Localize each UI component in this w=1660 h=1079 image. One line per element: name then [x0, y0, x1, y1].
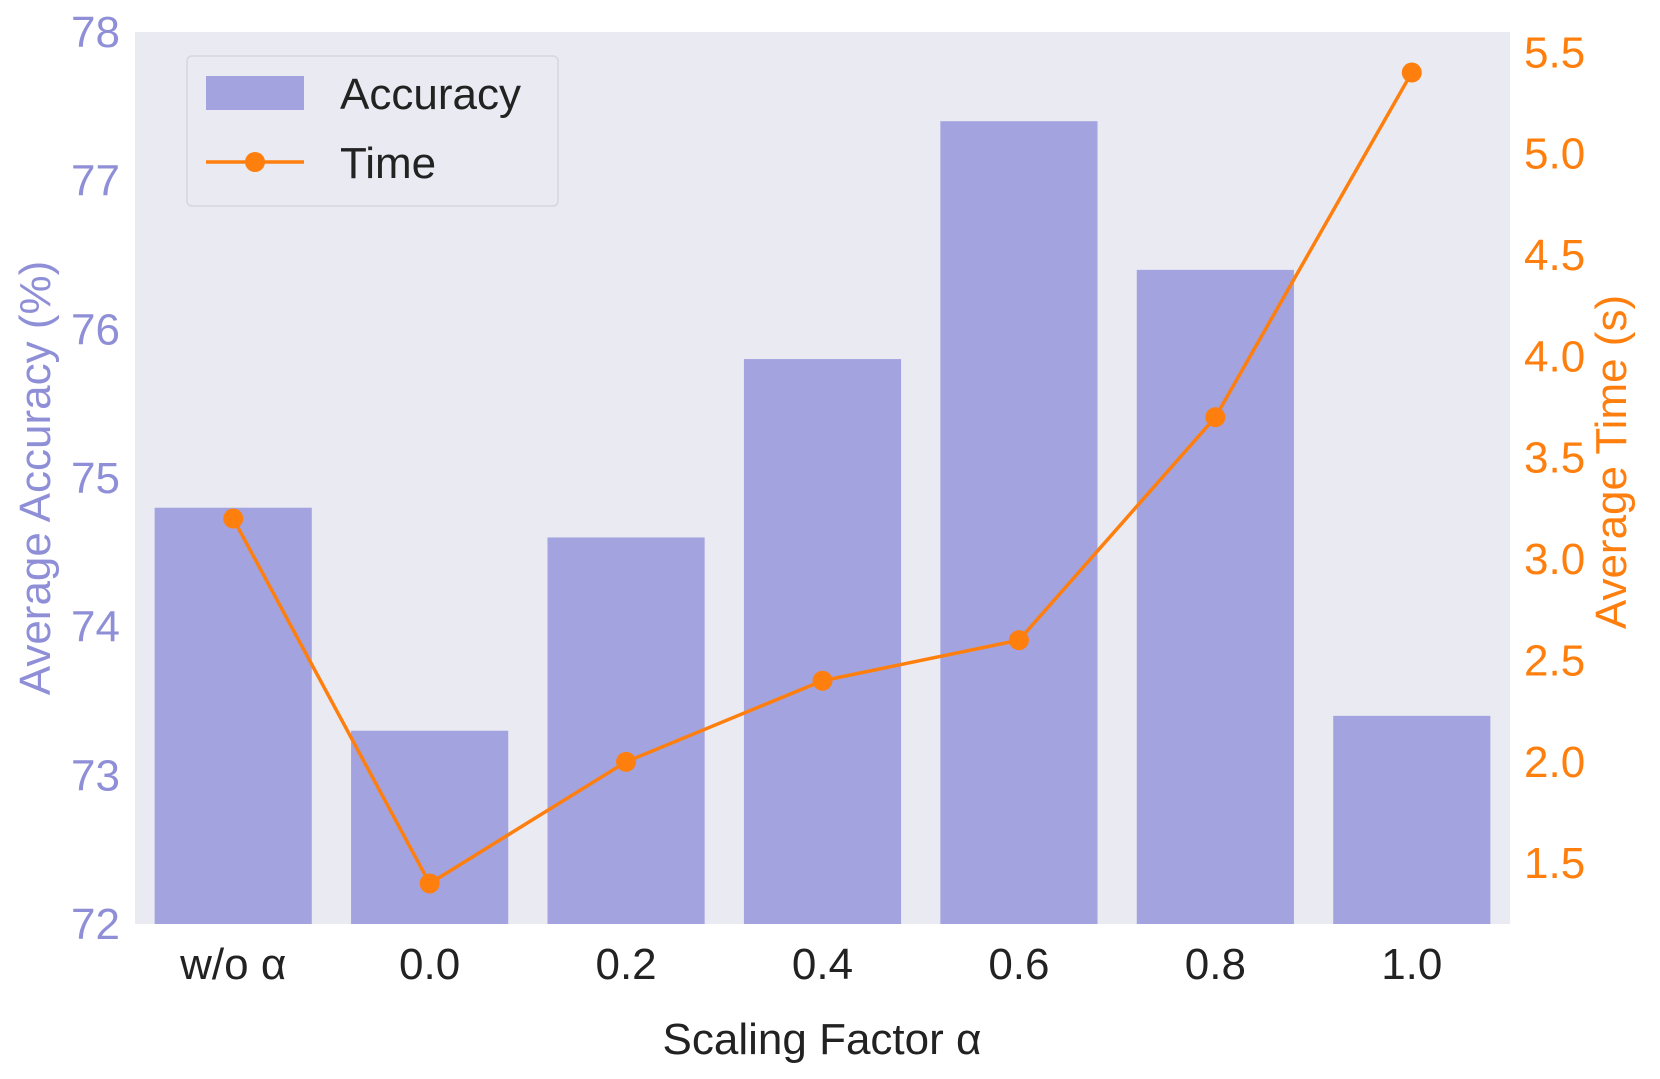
bar-accuracy-1 [351, 730, 509, 924]
time-point-2 [616, 751, 637, 772]
right-tick-label: 5.0 [1524, 130, 1585, 179]
bar-accuracy-5 [1136, 269, 1294, 924]
left-tick-label: 76 [71, 305, 120, 354]
time-point-3 [812, 670, 833, 691]
right-axis-title: Average Time (s) [1587, 295, 1636, 629]
legend-accuracy-label: Accuracy [340, 70, 521, 119]
left-axis-ticks: 72 73 74 75 76 77 78 [71, 8, 120, 949]
right-tick-label: 1.5 [1524, 839, 1585, 888]
right-tick-label: 2.5 [1524, 636, 1585, 685]
bar-accuracy-2 [547, 537, 705, 924]
left-tick-label: 73 [71, 751, 120, 800]
x-tick-label: 0.6 [988, 940, 1049, 989]
right-tick-label: 5.5 [1524, 28, 1585, 77]
time-point-4 [1008, 630, 1029, 651]
bar-accuracy-0 [154, 507, 312, 924]
time-point-1 [419, 873, 440, 894]
left-tick-label: 78 [71, 8, 120, 57]
x-tick-label: 0.0 [399, 940, 460, 989]
bar-accuracy-3 [743, 359, 902, 925]
legend: Accuracy Time [186, 55, 559, 207]
right-tick-label: 4.0 [1524, 332, 1585, 381]
legend-time-label: Time [340, 139, 436, 188]
left-tick-label: 72 [71, 900, 120, 949]
x-axis-ticks: w/o α 0.0 0.2 0.4 0.6 0.8 1.0 [179, 940, 1442, 989]
x-tick-label: 1.0 [1381, 940, 1442, 989]
right-axis-ticks: 1.5 2.0 2.5 3.0 3.5 4.0 4.5 5.0 5.5 [1524, 28, 1585, 888]
left-tick-label: 77 [71, 157, 120, 206]
x-tick-label: 0.2 [595, 940, 656, 989]
x-axis-title: Scaling Factor α [663, 1015, 982, 1064]
time-point-5 [1205, 407, 1226, 428]
left-axis-title: Average Accuracy (%) [11, 261, 60, 695]
legend-accuracy-swatch [206, 76, 304, 110]
time-point-6 [1401, 62, 1422, 83]
time-series [223, 62, 1422, 894]
right-tick-label: 2.0 [1524, 738, 1585, 787]
x-tick-label: 0.8 [1185, 940, 1246, 989]
bar-accuracy-4 [940, 121, 1098, 924]
bar-accuracy-6 [1333, 715, 1491, 924]
left-tick-label: 74 [71, 603, 120, 652]
x-tick-label: w/o α [179, 940, 286, 989]
right-tick-label: 4.5 [1524, 231, 1585, 280]
legend-time-marker [245, 152, 265, 172]
left-tick-label: 75 [71, 454, 120, 503]
time-point-0 [223, 508, 244, 529]
right-tick-label: 3.5 [1524, 434, 1585, 483]
x-tick-label: 0.4 [792, 940, 853, 989]
bar-series [154, 121, 1491, 925]
right-tick-label: 3.0 [1524, 535, 1585, 584]
